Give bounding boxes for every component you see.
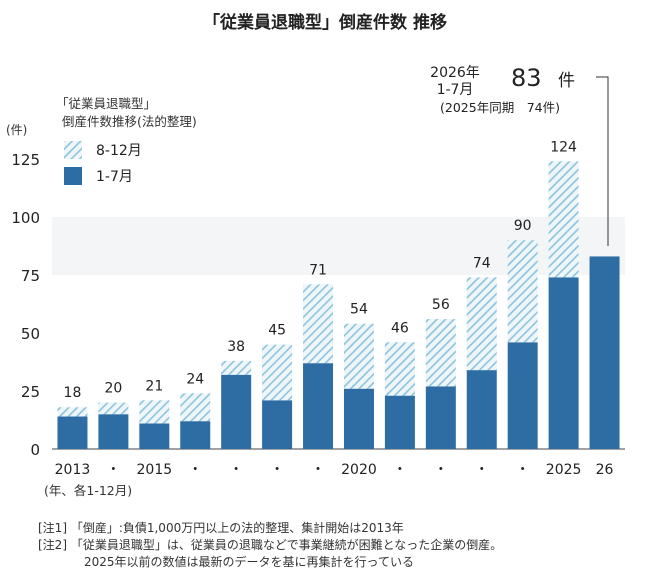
annotation-line3: (2025年同期 74件) (440, 100, 560, 115)
legend-label-8-12: 8-12月 (96, 143, 142, 159)
bar-8-12-5 (262, 344, 293, 401)
bar-8-12-11 (507, 240, 538, 343)
x-tick-label-10: ・ (475, 462, 489, 478)
annotation-big-value: 83 (511, 64, 542, 92)
y-tick-label-100: 100 (11, 209, 40, 227)
bar-8-12-1 (98, 402, 129, 415)
bar-chart: 「従業員退職型」倒産件数 推移 (件) 「従業員退職型」 倒産件数推移(法的整理… (6, 12, 625, 498)
total-label-11: 90 (514, 218, 532, 234)
legend-title-line1: 「従業員退職型」 (56, 96, 156, 111)
bar-8-12-3 (180, 393, 211, 422)
legend-swatch-hatched (64, 141, 82, 159)
x-tick-label-7: 2020 (341, 462, 377, 478)
total-label-10: 74 (473, 255, 491, 271)
bar-8-12-6 (303, 284, 334, 364)
x-tick-label-8: ・ (393, 462, 407, 478)
legend-swatch-solid (64, 167, 82, 185)
bar-8-12-10 (466, 277, 497, 371)
total-label-6: 71 (309, 262, 327, 278)
x-tick-label-0: 2013 (55, 462, 91, 478)
y-tick-label-125: 125 (11, 151, 40, 169)
bar-1-7-4 (221, 374, 252, 449)
bar-8-12-8 (384, 342, 415, 396)
x-tick-label-6: ・ (311, 462, 325, 478)
bar-1-7-8 (384, 395, 415, 449)
bar-1-7-3 (180, 421, 211, 449)
footnotes: [注1] 「倒産」:負債1,000万円以上の法的整理、集計開始は2013年 [注… (38, 520, 502, 571)
bar-8-12-4 (221, 360, 252, 375)
total-label-1: 20 (104, 381, 122, 397)
legend-label-1-7: 1-7月 (96, 169, 133, 185)
x-tick-label-9: ・ (434, 462, 448, 478)
total-label-5: 45 (268, 323, 286, 339)
x-tick-label-11: ・ (516, 462, 530, 478)
footnote-2: [注2] 「従業員退職型」は、従業員の退職などで事業継続が困難となった企業の倒産… (38, 538, 503, 552)
chart-title: 「従業員退職型」倒産件数 推移 (203, 12, 447, 33)
annotation-big-unit: 件 (558, 71, 575, 91)
x-tick-label-13: 26 (596, 462, 614, 478)
bar-8-12-12 (548, 161, 579, 278)
total-label-9: 56 (432, 297, 450, 313)
bar-1-7-1 (98, 414, 129, 449)
bar-1-7-2 (139, 423, 170, 449)
total-label-8: 46 (391, 320, 409, 336)
highlight-band-75-100 (52, 217, 625, 275)
annotation-line1: 2026年 (430, 65, 480, 81)
bar-1-7-11 (507, 342, 538, 449)
footnote-1: [注1] 「倒産」:負債1,000万円以上の法的整理、集計開始は2013年 (38, 521, 404, 535)
x-tick-label-5: ・ (270, 462, 284, 478)
total-label-4: 38 (227, 339, 245, 355)
bar-1-7-6 (303, 363, 334, 449)
bar-1-7-5 (262, 400, 293, 449)
total-label-3: 24 (186, 371, 204, 387)
total-label-2: 21 (145, 378, 163, 394)
bar-8-12-0 (57, 407, 88, 417)
x-tick-label-2: 2015 (137, 462, 173, 478)
legend-title-line2: 倒産件数推移(法的整理) (62, 114, 197, 129)
bar-1-7-10 (466, 370, 497, 449)
x-tick-label-3: ・ (188, 462, 202, 478)
x-tick-label-4: ・ (229, 462, 243, 478)
x-axis-label: (年、各1-12月) (44, 483, 132, 498)
bar-8-12-2 (139, 400, 170, 424)
x-tick-label-1: ・ (106, 462, 120, 478)
total-label-0: 18 (64, 385, 82, 401)
y-axis-unit: (件) (6, 123, 27, 137)
y-tick-label-50: 50 (21, 325, 40, 343)
y-tick-label-75: 75 (21, 267, 40, 285)
total-label-7: 54 (350, 302, 368, 318)
bar-1-7-9 (425, 386, 456, 449)
x-tick-label-12: 2025 (546, 462, 582, 478)
bar-1-7-13 (589, 256, 620, 449)
bar-1-7-7 (343, 388, 374, 449)
bar-1-7-12 (548, 277, 579, 449)
bar-1-7-0 (57, 416, 88, 449)
y-tick-label-0: 0 (30, 441, 40, 459)
y-tick-label-25: 25 (21, 383, 40, 401)
bar-8-12-7 (343, 323, 374, 389)
annotation-line2: 1-7月 (437, 82, 474, 98)
annotation-leader-line (596, 76, 609, 246)
footnote-3: 2025年以前の数値は最新のデータを基に再集計を行っている (84, 555, 414, 569)
total-label-12: 124 (550, 139, 577, 155)
bar-8-12-9 (425, 319, 456, 387)
